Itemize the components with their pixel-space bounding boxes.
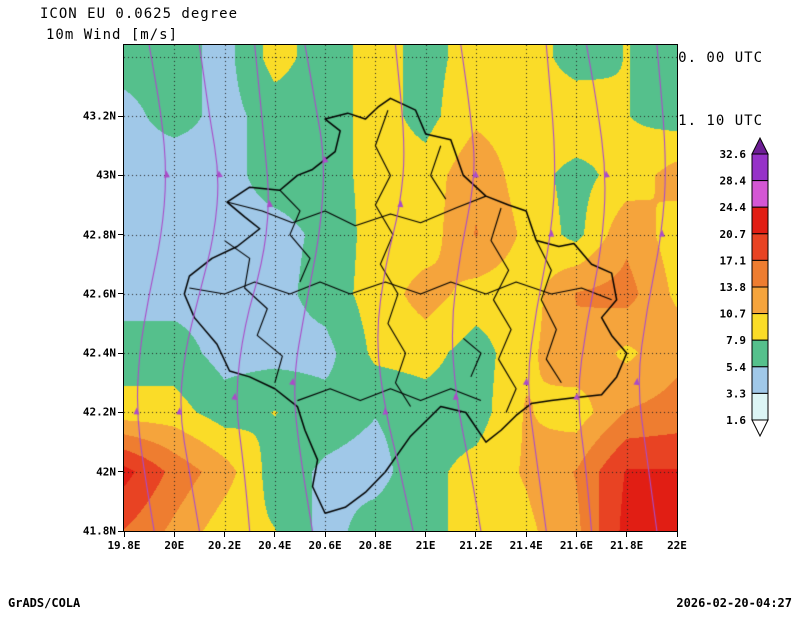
field-title: 10m Wind [m/s] — [46, 27, 179, 43]
colorbar-segment — [751, 286, 769, 315]
lat-tick-mark — [118, 174, 123, 176]
creation-timestamp: 2026-02-20-04:27 — [676, 596, 792, 610]
colorbar-segment — [751, 313, 769, 341]
lon-tick-label: 22E — [667, 539, 687, 552]
lat-tick-mark — [118, 234, 123, 236]
wind-map-canvas — [123, 44, 678, 532]
lat-tick-label: 42.2N — [82, 405, 116, 419]
colorbar-segment — [751, 392, 769, 421]
colorbar-segment — [751, 366, 769, 394]
lat-tick-label: 43N — [96, 168, 116, 182]
grads-credit: GrADS/COLA — [8, 596, 81, 610]
lat-tick-label: 42.6N — [82, 287, 116, 301]
lon-tick-label: 20.4E — [258, 539, 292, 552]
lat-tick-mark — [118, 471, 123, 473]
lon-tick-mark — [123, 532, 125, 537]
lon-tick-mark — [626, 532, 628, 537]
colorbar-label: 17.1 — [720, 254, 747, 267]
lon-tick-mark — [575, 532, 577, 537]
lat-tick-mark — [118, 115, 123, 117]
lon-tick-label: 20.8E — [358, 539, 392, 552]
colorbar: 32.6 28.4 24.4 20.7 17.1 13.8 10.7 7.9 5.4 3.3 1.6 — [720, 136, 769, 438]
lon-tick-mark — [425, 532, 427, 537]
colorbar-label: 5.4 — [726, 361, 746, 374]
lon-tick-label: 21.8E — [610, 539, 644, 552]
lon-tick-mark — [224, 532, 226, 537]
colorbar-segment — [751, 180, 769, 208]
lat-tick-mark — [118, 411, 123, 413]
lon-tick-mark — [475, 532, 477, 537]
lat-tick-label: 41.8N — [82, 524, 116, 538]
lon-tick-label: 21E — [415, 539, 436, 552]
lat-tick-label: 43.2N — [82, 109, 116, 123]
colorbar-segment — [751, 233, 769, 261]
colorbar-segment — [751, 153, 769, 182]
lon-tick-mark — [173, 532, 175, 537]
lat-tick-mark — [118, 530, 123, 532]
lon-tick-mark — [324, 532, 326, 537]
lon-tick-mark — [525, 532, 527, 537]
colorbar-label: 24.4 — [720, 201, 747, 214]
colorbar-label: 32.6 — [720, 148, 747, 161]
lon-tick-mark — [274, 532, 276, 537]
lon-tick-label: 21.2E — [459, 539, 493, 552]
lon-tick-label: 20E — [164, 539, 185, 552]
colorbar-arrow-top — [751, 136, 769, 155]
colorbar-arrow-bottom — [751, 419, 769, 438]
colorbar-segment — [751, 206, 769, 235]
lon-tick-mark — [676, 532, 678, 537]
colorbar-segment — [751, 339, 769, 368]
lon-tick-label: 20.6E — [308, 539, 342, 552]
lat-tick-label: 42.8N — [82, 228, 116, 242]
colorbar-label: 10.7 — [720, 308, 747, 321]
colorbar-label: 20.7 — [720, 228, 747, 241]
colorbar-label: 1.6 — [726, 414, 746, 427]
lat-tick-mark — [118, 352, 123, 354]
colorbar-label: 7.9 — [726, 334, 746, 347]
lon-tick-label: 19.8E — [107, 539, 141, 552]
lon-tick-mark — [374, 532, 376, 537]
model-title: ICON EU 0.0625 degree — [40, 6, 239, 22]
lat-tick-mark — [118, 293, 123, 295]
lon-tick-label: 20.2E — [207, 539, 242, 552]
colorbar-label: 3.3 — [726, 387, 746, 400]
colorbar-segment — [751, 259, 769, 288]
lon-tick-label: 21.4E — [509, 539, 543, 552]
lat-tick-label: 42.4N — [82, 346, 116, 360]
colorbar-label: 28.4 — [720, 175, 747, 188]
lon-tick-label: 21.6E — [559, 539, 594, 552]
lat-tick-label: 42N — [96, 465, 116, 479]
colorbar-label: 13.8 — [720, 281, 747, 294]
